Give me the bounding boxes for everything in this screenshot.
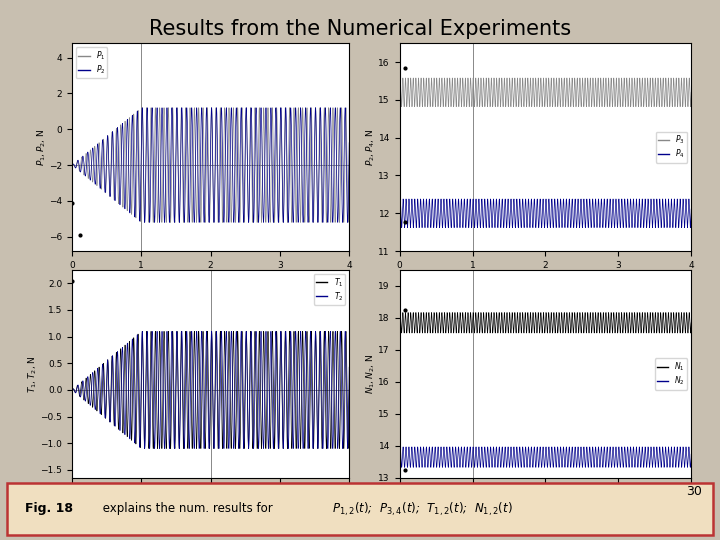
Text: $P_{1,2}(t)$;  $P_{3,4}(t)$;  $T_{1,2}(t)$;  $N_{1,2}(t)$: $P_{1,2}(t)$; $P_{3,4}(t)$; $T_{1,2}(t)$… [332, 500, 513, 518]
X-axis label: t, s: t, s [204, 271, 217, 280]
X-axis label: t, s: t, s [539, 271, 552, 280]
Text: 30: 30 [686, 485, 702, 498]
Legend: $P_3$, $P_4$: $P_3$, $P_4$ [656, 132, 688, 163]
X-axis label: t, s: t, s [204, 498, 217, 507]
Text: Fig. 18: Fig. 18 [24, 502, 73, 516]
FancyBboxPatch shape [7, 483, 713, 535]
Legend: $T_1$, $T_2$: $T_1$, $T_2$ [314, 274, 346, 305]
Legend: $P_1$, $P_2$: $P_1$, $P_2$ [76, 47, 107, 78]
Text: Results from the Numerical Experiments: Results from the Numerical Experiments [149, 19, 571, 39]
X-axis label: t, s: t, s [539, 498, 552, 507]
Y-axis label: $N_1, N_2$, N: $N_1, N_2$, N [364, 354, 377, 394]
Text: explains the num. results for: explains the num. results for [99, 502, 276, 516]
Y-axis label: $P_1, P_2$, N: $P_1, P_2$, N [35, 129, 48, 166]
Legend: $N_1$, $N_2$: $N_1$, $N_2$ [654, 359, 688, 389]
Y-axis label: $P_2, P_4$, N: $P_2, P_4$, N [364, 129, 377, 166]
Y-axis label: $T_1, T_2$, N: $T_1, T_2$, N [27, 355, 39, 393]
